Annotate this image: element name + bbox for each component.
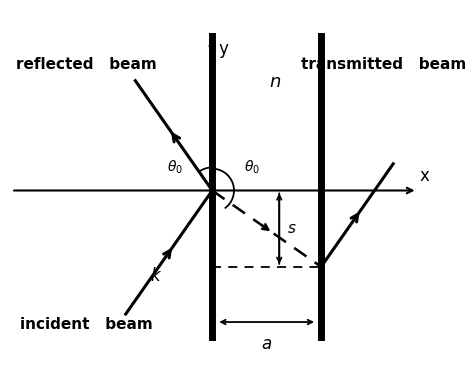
Text: $\theta_0$: $\theta_0$	[244, 159, 260, 176]
Text: a: a	[262, 335, 272, 354]
Text: s: s	[288, 221, 296, 236]
Text: $\theta_0$: $\theta_0$	[166, 159, 182, 176]
Text: y: y	[219, 40, 229, 58]
Text: reflected   beam: reflected beam	[16, 57, 157, 72]
Text: incident   beam: incident beam	[20, 317, 153, 332]
Text: x: x	[419, 168, 429, 186]
Text: transmitted   beam: transmitted beam	[301, 57, 466, 72]
Text: k: k	[150, 267, 160, 285]
Text: n: n	[269, 73, 281, 91]
